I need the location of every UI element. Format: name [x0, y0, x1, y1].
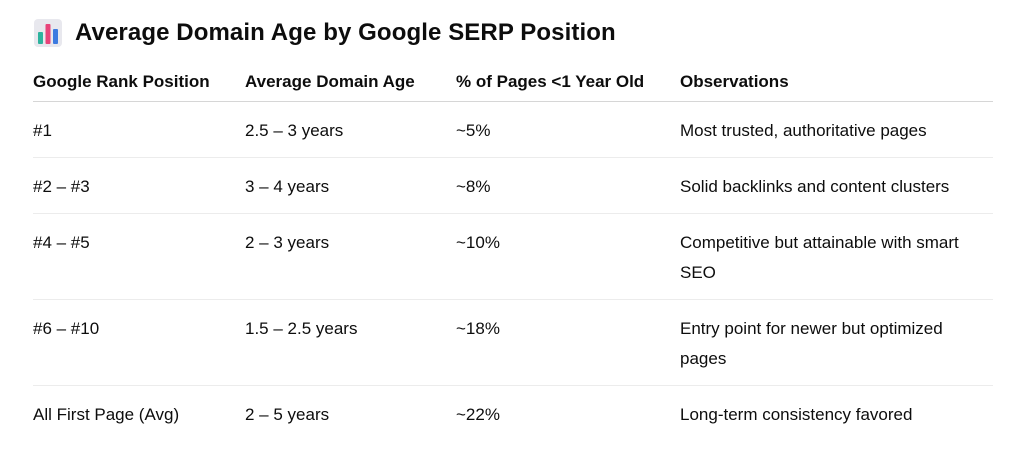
cell-observations: Competitive but attainable with smart SE…	[680, 213, 993, 300]
cell-pages-under-one-year: ~18%	[456, 299, 680, 386]
column-header-domain-age: Average Domain Age	[245, 62, 456, 102]
cell-domain-age: 1.5 – 2.5 years	[245, 299, 456, 386]
cell-pages-under-one-year: ~10%	[456, 213, 680, 300]
cell-rank: #1	[33, 101, 245, 158]
cell-rank: All First Page (Avg)	[33, 405, 180, 424]
table-row: #1 2.5 – 3 years ~5% Most trusted, autho…	[33, 101, 993, 158]
cell-rank: #4 – #5	[33, 213, 245, 300]
page-title: Average Domain Age by Google SERP Positi…	[75, 19, 616, 46]
cell-observations: Long-term consistency favored	[680, 405, 913, 424]
cell-pages-under-one-year: ~22%	[456, 405, 500, 424]
cell-observations: Solid backlinks and content clusters	[680, 157, 993, 214]
cell-observations: Entry point for newer but optimized page…	[680, 299, 993, 386]
cell-observations: Most trusted, authoritative pages	[680, 101, 993, 158]
table-header-row: Google Rank Position Average Domain Age …	[33, 62, 993, 102]
table-row: #6 – #10 1.5 – 2.5 years ~18% Entry poin…	[33, 299, 993, 386]
section-heading: Average Domain Age by Google SERP Positi…	[33, 14, 616, 52]
table-row: All First Page (Avg) 2 – 5 years ~22% Lo…	[33, 386, 993, 442]
cell-pages-under-one-year: ~8%	[456, 157, 680, 214]
table-row: #2 – #3 3 – 4 years ~8% Solid backlinks …	[33, 157, 993, 214]
domain-age-table: Google Rank Position Average Domain Age …	[33, 62, 993, 442]
cell-domain-age: 2.5 – 3 years	[245, 101, 456, 158]
column-header-pages-under-one-year: % of Pages <1 Year Old	[456, 62, 680, 102]
column-header-observations: Observations	[680, 62, 993, 102]
cell-domain-age: 2 – 5 years	[245, 405, 330, 424]
table-row: #4 – #5 2 – 3 years ~10% Competitive but…	[33, 213, 993, 300]
bar-chart-icon	[34, 19, 62, 47]
cell-domain-age: 3 – 4 years	[245, 157, 456, 214]
cell-rank: #6 – #10	[33, 299, 245, 386]
cell-domain-age: 2 – 3 years	[245, 213, 456, 300]
cell-rank: #2 – #3	[33, 157, 245, 214]
column-header-rank: Google Rank Position	[33, 62, 245, 102]
cell-pages-under-one-year: ~5%	[456, 101, 680, 158]
